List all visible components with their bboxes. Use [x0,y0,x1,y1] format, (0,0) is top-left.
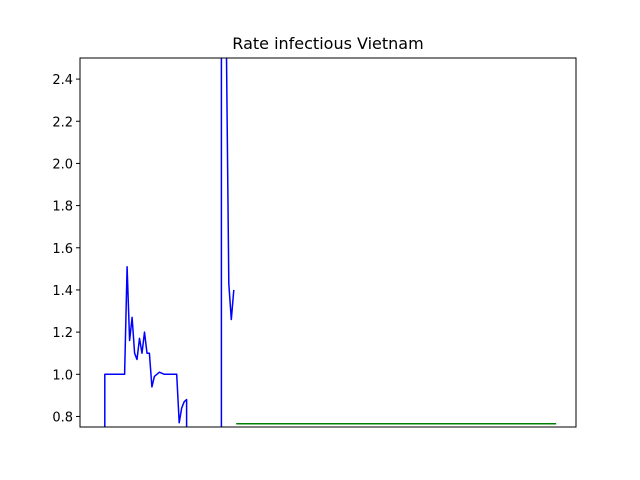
y-tick-label: 2.4 [52,73,73,88]
y-tick-label: 2.2 [52,115,73,130]
plot-lines [104,58,557,427]
y-axis: 0.8 1.0 1.2 1.4 1.6 1.8 2.0 2.2 2.4 [52,73,80,425]
y-tick-label: 1.4 [52,284,73,299]
y-tick-label: 1.2 [52,326,73,341]
series-1-line-segment-1 [104,265,188,427]
y-tick-label: 1.0 [52,368,73,383]
y-tick-label: 0.8 [52,410,73,425]
series-1-line-segment-2 [220,58,235,427]
plot-frame [79,57,577,428]
y-tick-label: 1.8 [52,200,73,215]
y-tick-label: 1.6 [52,242,73,257]
y-tick-label: 2.0 [52,157,73,172]
chart-title: Rate infectious Vietnam [232,34,423,53]
